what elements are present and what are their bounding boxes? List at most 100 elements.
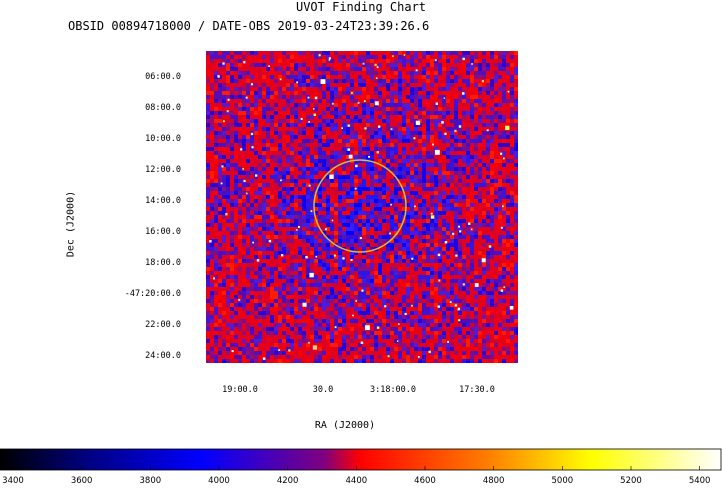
star-source [390, 203, 392, 206]
star-source [434, 149, 440, 155]
star-source [411, 257, 414, 260]
x-tick-label: 30.0 [312, 385, 334, 395]
y-tick-label: 14:00.0 [145, 196, 181, 206]
star-source [447, 340, 449, 343]
star-source [403, 54, 406, 56]
star-source [374, 101, 379, 106]
y-tick-label: 12:00.0 [145, 165, 181, 175]
star-source [251, 146, 254, 149]
star-source [396, 340, 399, 342]
star-source [313, 113, 316, 116]
star-source [354, 187, 357, 190]
star-source [333, 254, 336, 257]
colorbar-tick-label: 3600 [70, 476, 93, 486]
colorbar-tick-marks [12, 466, 700, 470]
star-source [315, 255, 318, 258]
chart-title: UVOT Finding Chart [295, 0, 427, 14]
star-source [209, 240, 212, 243]
star-source [438, 279, 441, 282]
star-source [250, 83, 253, 86]
star-source [308, 121, 310, 123]
star-source [245, 96, 248, 99]
colorbar-tick-label: 3800 [139, 476, 162, 486]
colorbar-tick-label: 4800 [482, 476, 505, 486]
colorbar-tick-label: 3400 [2, 476, 24, 486]
star-source [404, 312, 407, 315]
star-source [221, 165, 224, 168]
star-source [457, 308, 460, 311]
star-source [308, 341, 310, 344]
star-source [500, 289, 504, 292]
star-source [455, 254, 458, 257]
star-source [376, 151, 379, 154]
colorbar-tick-label: 5400 [688, 476, 711, 486]
y-tick-label: 06:00.0 [145, 72, 181, 82]
star-source [309, 272, 314, 278]
star-source [226, 110, 229, 113]
star-source [256, 259, 260, 262]
star-source [486, 129, 489, 132]
star-source [217, 75, 220, 78]
star-source [312, 345, 318, 350]
star-source [470, 228, 473, 231]
star-source [441, 121, 444, 124]
star-source [459, 230, 462, 233]
star-source [310, 210, 313, 212]
star-source [363, 100, 366, 102]
star-source [279, 78, 282, 81]
star-source [454, 129, 457, 133]
star-source [243, 61, 246, 64]
x-axis-label: RA (J2000) [314, 420, 376, 431]
star-source [414, 205, 416, 208]
star-source [242, 168, 245, 170]
star-source [347, 148, 350, 151]
star-source [278, 349, 281, 351]
star-source [505, 125, 510, 130]
y-tick-label: -47:20:00.0 [124, 289, 181, 299]
star-source [375, 77, 378, 79]
star-source [268, 65, 270, 67]
target-region-circle [313, 159, 407, 253]
star-source [500, 226, 503, 229]
star-source [334, 326, 337, 328]
star-source [378, 125, 381, 128]
star-source [318, 54, 321, 57]
star-source [231, 350, 234, 353]
y-tick-label: 10:00.0 [145, 134, 181, 144]
star-source [252, 241, 254, 244]
star-source [387, 355, 390, 358]
star-source [324, 228, 327, 231]
star-source [365, 325, 370, 331]
x-tick-label: 3:18:00.0 [369, 385, 417, 395]
star-source [280, 179, 282, 182]
colorbar-tick-label: 5000 [551, 476, 574, 486]
y-tick-label: 22:00.0 [145, 320, 181, 330]
star-source [348, 154, 353, 159]
star-source [443, 97, 446, 99]
y-tick-label: 16:00.0 [145, 227, 181, 237]
star-source [428, 350, 431, 354]
star-source [364, 127, 367, 130]
star-source [362, 62, 365, 65]
star-source [500, 152, 503, 155]
star-source [507, 90, 510, 93]
star-source [413, 137, 416, 140]
star-source [298, 226, 300, 228]
y-tick-label: 24:00.0 [145, 351, 181, 361]
star-source [462, 57, 465, 61]
star-source [415, 120, 421, 125]
star-source [352, 314, 354, 317]
star-source [281, 254, 284, 257]
star-source [444, 241, 448, 244]
colorbar [0, 448, 722, 471]
star-source [437, 305, 440, 308]
star-source [288, 349, 291, 352]
star-source [361, 289, 364, 292]
star-source [355, 300, 357, 302]
star-source [329, 174, 334, 179]
star-source [488, 245, 492, 248]
star-source [360, 341, 364, 344]
star-source [357, 101, 360, 104]
star-sources [209, 54, 514, 360]
